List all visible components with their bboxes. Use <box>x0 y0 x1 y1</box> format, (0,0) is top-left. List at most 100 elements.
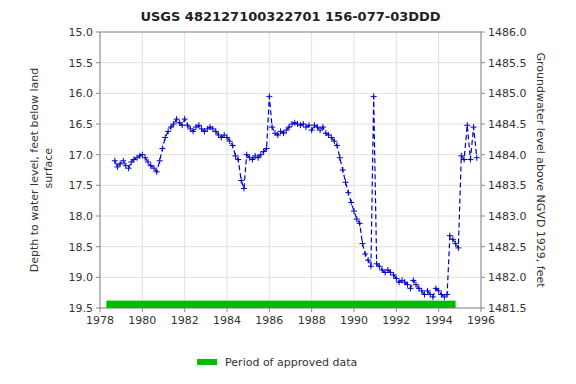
data-point <box>461 157 467 163</box>
plot-area <box>106 93 479 308</box>
data-point <box>145 159 151 165</box>
y-grid-line <box>100 277 481 278</box>
data-point <box>309 127 315 133</box>
data-point <box>444 292 450 298</box>
data-point <box>471 124 477 130</box>
data-point <box>436 288 442 294</box>
data-point <box>306 122 312 128</box>
data-point <box>289 121 295 127</box>
y2-tick <box>481 62 485 63</box>
data-point <box>421 292 427 298</box>
data-point <box>117 161 123 167</box>
plot-frame <box>100 32 481 308</box>
x-tick <box>142 308 143 312</box>
data-point <box>286 124 292 130</box>
x-tick-label: 1988 <box>298 314 326 327</box>
data-point <box>297 122 303 128</box>
water-level-line <box>115 96 477 297</box>
data-point <box>365 257 371 263</box>
y-tick <box>96 124 100 125</box>
y-tick <box>96 277 100 278</box>
y-tick-label: 17.0 <box>69 149 94 162</box>
x-grid-line <box>227 32 228 308</box>
data-point <box>447 233 453 239</box>
data-point <box>464 122 470 128</box>
data-point <box>112 158 118 164</box>
data-point <box>450 236 456 242</box>
data-point <box>168 124 174 130</box>
x-grid-line <box>354 32 355 308</box>
data-point <box>184 122 190 128</box>
data-point <box>154 169 160 175</box>
data-point <box>139 152 145 158</box>
y-tick <box>96 185 100 186</box>
y-tick <box>96 216 100 217</box>
data-point <box>196 122 202 128</box>
data-point <box>337 155 343 161</box>
approved-period-bar <box>106 301 455 308</box>
data-point <box>348 200 354 206</box>
data-point <box>174 116 180 122</box>
x-grid-line <box>438 32 439 308</box>
data-point <box>317 127 323 133</box>
data-point <box>376 263 382 269</box>
data-point <box>283 127 289 133</box>
data-point <box>230 142 236 148</box>
data-point <box>453 241 459 247</box>
x-tick-label: 1982 <box>171 314 199 327</box>
data-point <box>458 153 464 159</box>
data-point <box>368 263 374 269</box>
data-point <box>241 185 247 191</box>
x-grid-line <box>311 32 312 308</box>
x-tick <box>227 308 228 312</box>
data-point <box>258 152 264 158</box>
data-point <box>227 138 233 144</box>
data-point <box>266 93 272 99</box>
data-point <box>224 134 230 140</box>
y-tick-label: 15.0 <box>69 26 94 39</box>
x-tick-label: 1980 <box>128 314 156 327</box>
y-tick-label: 15.5 <box>69 57 94 70</box>
data-point <box>114 164 120 170</box>
x-tick-label: 1992 <box>382 314 410 327</box>
x-tick-label: 1986 <box>255 314 283 327</box>
data-point <box>410 277 416 283</box>
x-tick <box>269 308 270 312</box>
x-tick <box>311 308 312 312</box>
data-point <box>281 130 287 136</box>
data-point <box>261 149 267 155</box>
legend-label: Period of approved data <box>225 356 357 369</box>
background <box>0 0 576 384</box>
data-point <box>331 138 337 144</box>
x-tick-label: 1996 <box>467 314 495 327</box>
data-point <box>179 122 185 128</box>
data-point <box>182 116 188 122</box>
y-tick-label: 16.0 <box>69 87 94 100</box>
y-axis-label-line: Depth to water level, feet below land <box>28 68 41 273</box>
data-point <box>213 128 219 134</box>
data-point <box>171 121 177 127</box>
y-tick <box>96 308 100 309</box>
y2-tick-label: 1481.5 <box>488 302 527 315</box>
y-tick-label: 19.0 <box>69 271 94 284</box>
y2-tick-label: 1484.5 <box>488 118 527 131</box>
data-point <box>430 294 436 300</box>
y-tick <box>96 62 100 63</box>
data-point <box>300 121 306 127</box>
y-grid-line <box>100 185 481 186</box>
y-grid-line <box>100 93 481 94</box>
x-tick-label: 1990 <box>340 314 368 327</box>
data-point <box>157 158 163 164</box>
y-grid-line <box>100 154 481 155</box>
x-tick <box>438 308 439 312</box>
x-tick <box>100 308 101 312</box>
data-point <box>362 251 368 257</box>
data-point <box>264 146 270 152</box>
y-grid-line <box>100 216 481 217</box>
data-point <box>126 165 132 171</box>
y2-tick <box>481 93 485 94</box>
y-tick-label: 18.5 <box>69 241 94 254</box>
data-point <box>391 272 397 278</box>
data-point <box>334 142 340 148</box>
data-point <box>165 128 171 134</box>
